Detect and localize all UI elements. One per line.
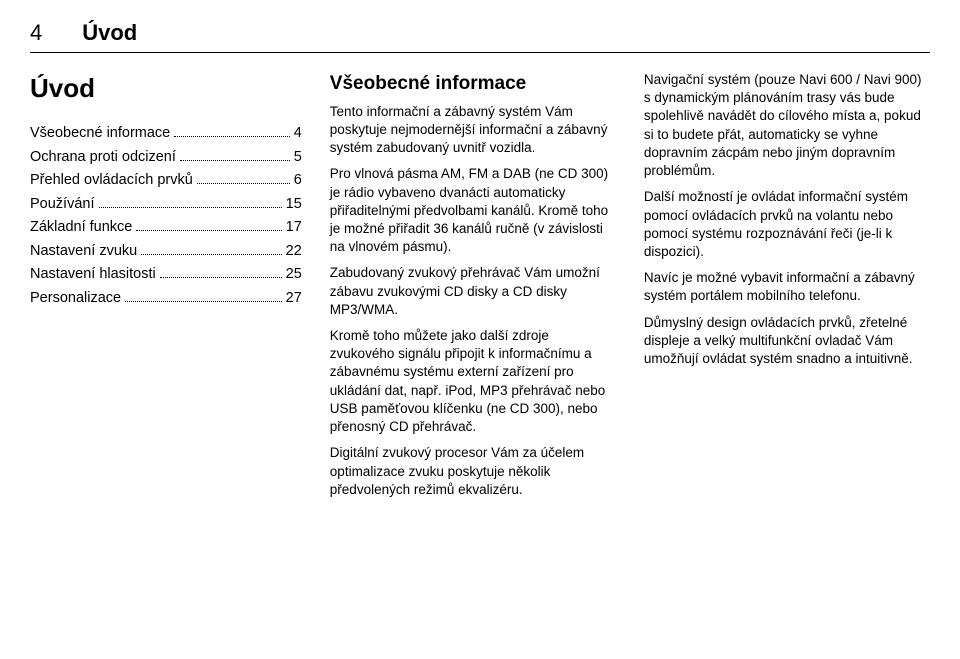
chapter-title: Úvod	[30, 71, 302, 106]
column-middle: Všeobecné informace Tento informační a z…	[330, 71, 616, 507]
paragraph: Tento informační a zábavný systém Vám po…	[330, 103, 616, 158]
paragraph: Digitální zvukový procesor Vám za účelem…	[330, 444, 616, 499]
paragraph: Kromě toho můžete jako další zdroje zvuk…	[330, 327, 616, 436]
toc-item: Ochrana proti odcizení 5	[30, 148, 302, 168]
toc-dots	[141, 254, 281, 255]
toc-label: Nastavení zvuku	[30, 242, 137, 262]
paragraph: Navíc je možné vybavit informační a zába…	[644, 269, 930, 305]
toc-dots	[160, 277, 282, 278]
paragraph: Zabudovaný zvukový přehrávač Vám umožní …	[330, 264, 616, 319]
toc-page: 27	[286, 289, 302, 309]
toc-dots	[99, 207, 282, 208]
content-columns: Úvod Všeobecné informace 4 Ochrana proti…	[30, 71, 930, 507]
paragraph: Navigační systém (pouze Navi 600 / Navi …	[644, 71, 930, 180]
toc-page: 17	[286, 218, 302, 238]
page-header: 4 Úvod	[30, 20, 930, 53]
toc-item: Všeobecné informace 4	[30, 124, 302, 144]
toc-label: Personalizace	[30, 289, 121, 309]
toc-page: 22	[286, 242, 302, 262]
toc-page: 6	[294, 171, 302, 191]
paragraph: Pro vlnová pásma AM, FM a DAB (ne CD 300…	[330, 165, 616, 256]
column-right: Navigační systém (pouze Navi 600 / Navi …	[644, 71, 930, 507]
toc-dots	[197, 183, 290, 184]
paragraph: Důmyslný design ovládacích prvků, zřetel…	[644, 314, 930, 369]
toc-item: Nastavení hlasitosti 25	[30, 265, 302, 285]
toc-page: 5	[294, 148, 302, 168]
page-header-title: Úvod	[82, 20, 137, 46]
toc-label: Nastavení hlasitosti	[30, 265, 156, 285]
section-heading: Všeobecné informace	[330, 71, 616, 97]
toc-page: 15	[286, 195, 302, 215]
toc-item: Používání 15	[30, 195, 302, 215]
toc-item: Základní funkce 17	[30, 218, 302, 238]
paragraph: Další možností je ovládat informační sys…	[644, 188, 930, 261]
column-left: Úvod Všeobecné informace 4 Ochrana proti…	[30, 71, 302, 507]
toc-page: 4	[294, 124, 302, 144]
page-number: 4	[30, 20, 42, 46]
toc-dots	[174, 136, 289, 137]
toc-label: Základní funkce	[30, 218, 132, 238]
toc-label: Všeobecné informace	[30, 124, 170, 144]
toc-label: Používání	[30, 195, 95, 215]
toc-page: 25	[286, 265, 302, 285]
toc-dots	[125, 301, 282, 302]
toc-dots	[180, 160, 290, 161]
toc-list: Všeobecné informace 4 Ochrana proti odci…	[30, 124, 302, 309]
toc-label: Přehled ovládacích prvků	[30, 171, 193, 191]
toc-label: Ochrana proti odcizení	[30, 148, 176, 168]
toc-item: Přehled ovládacích prvků 6	[30, 171, 302, 191]
page: 4 Úvod Úvod Všeobecné informace 4 Ochran…	[0, 0, 960, 659]
toc-item: Personalizace 27	[30, 289, 302, 309]
toc-dots	[136, 230, 281, 231]
toc-item: Nastavení zvuku 22	[30, 242, 302, 262]
